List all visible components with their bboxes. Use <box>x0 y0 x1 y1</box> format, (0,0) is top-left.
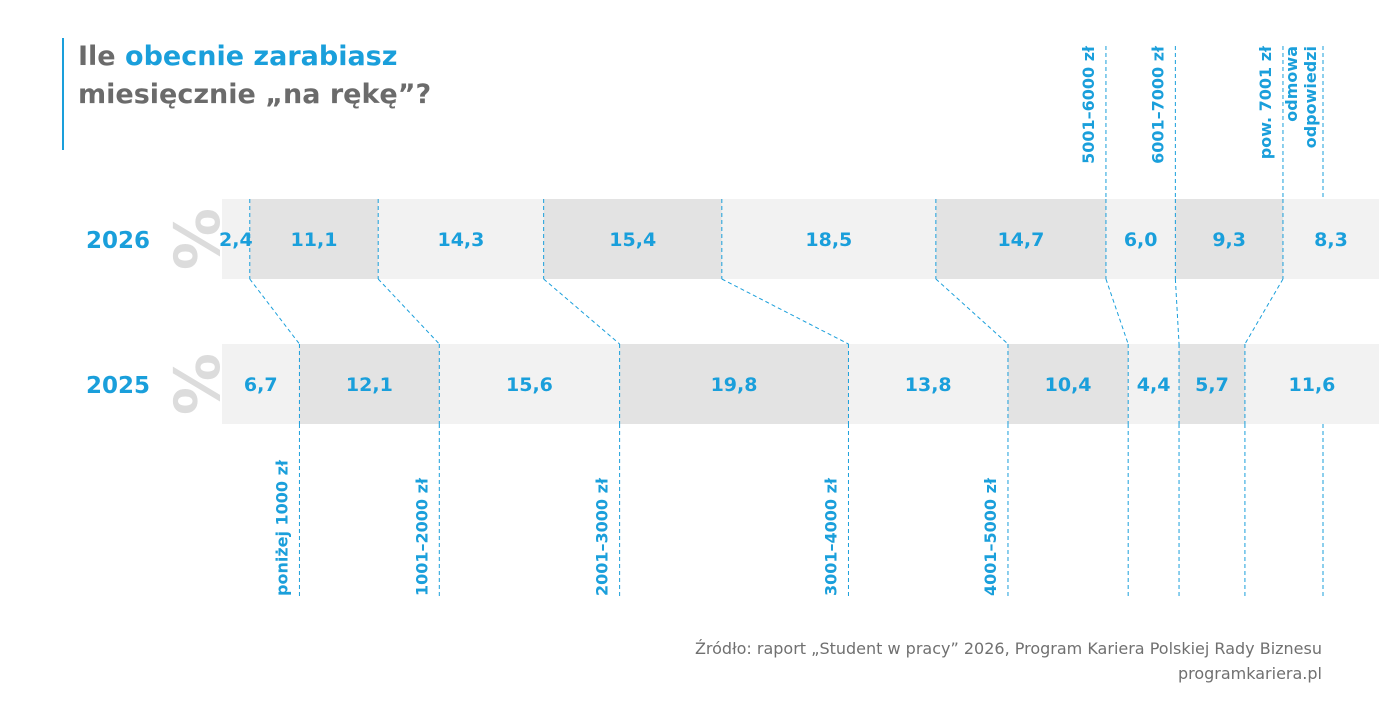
category-label-top-8: pow. 7001 zł <box>1256 45 1275 159</box>
boundary-lines <box>249 46 1324 597</box>
bar-segment-2026-9 <box>1282 199 1379 279</box>
chart-title: Ile obecnie zarabiasz miesięcznie „na rę… <box>62 38 431 150</box>
data-label-2026-5: 18,5 <box>805 229 852 251</box>
data-label-2026-9: 8,3 <box>1314 229 1348 251</box>
bar-segment-2025-8 <box>1179 344 1245 424</box>
bar-segment-2026-6 <box>935 199 1106 279</box>
bar-segment-2026-4 <box>543 199 722 279</box>
connector-6 <box>1105 278 1129 345</box>
connector-4 <box>721 278 849 345</box>
source-url: programkariera.pl <box>1177 664 1322 683</box>
category-label-top-9: odmowaodpowiedzi <box>1282 46 1320 148</box>
bar-segment-2026-1 <box>222 199 250 279</box>
bar-segment-2026-3 <box>378 199 544 279</box>
bar-segment-2025-6 <box>1007 344 1129 424</box>
data-label-2026-3: 14,3 <box>437 229 484 251</box>
data-label-2025-8: 5,7 <box>1195 374 1229 396</box>
data-label-2025-2: 12,1 <box>346 374 393 396</box>
year-label-2026: 2026 <box>86 228 150 254</box>
data-label-2026-1: 2,4 <box>219 229 253 251</box>
source-note: Źródło: raport „Student w pracy” 2026, P… <box>695 636 1322 686</box>
category-label-top-6: 5001–6000 zł <box>1079 45 1098 164</box>
bar-segment-2025-4 <box>619 344 849 424</box>
bar-segment-2025-9 <box>1244 344 1379 424</box>
data-label-2025-3: 15,6 <box>506 374 553 396</box>
connector-2 <box>377 278 440 345</box>
data-label-2025-1: 6,7 <box>244 374 278 396</box>
series-2026: 2,4 11,1 14,3 15,4 18,5 14,7 6,0 9,3 8,3 <box>219 199 1379 279</box>
connector-8 <box>1244 278 1284 345</box>
data-label-2026-4: 15,4 <box>609 229 656 251</box>
category-label-bottom-5: 4001–5000 zł <box>981 477 1000 596</box>
data-label-2026-7: 6,0 <box>1124 229 1158 251</box>
title-prefix: Ile <box>78 41 116 72</box>
series-2025: 6,7 12,1 15,6 19,8 13,8 10,4 4,4 5,7 11,6 <box>222 344 1379 424</box>
category-label-bottom-4: 3001–4000 zł <box>821 477 840 596</box>
bar-segment-2025-5 <box>848 344 1008 424</box>
title-highlight: obecnie zarabiasz <box>125 41 398 72</box>
title-line-1: Ile obecnie zarabiasz <box>78 38 431 76</box>
data-label-2026-6: 14,7 <box>997 229 1044 251</box>
data-label-2026-2: 11,1 <box>291 229 338 251</box>
bar-segment-2026-2 <box>249 199 379 279</box>
category-label-bottom-2: 1001–2000 zł <box>412 477 431 596</box>
data-label-2025-5: 13,8 <box>905 374 952 396</box>
connector-5 <box>935 278 1009 345</box>
year-label-2025: 2025 <box>86 373 150 399</box>
data-label-2025-4: 19,8 <box>711 374 758 396</box>
percent-symbol-2025: % <box>161 353 234 415</box>
title-line-2: miesięcznie „na rękę”? <box>78 79 432 110</box>
data-label-2025-9: 11,6 <box>1289 374 1336 396</box>
bar-segment-2025-1 <box>222 344 300 424</box>
bar-segment-2025-7 <box>1128 344 1180 424</box>
data-label-2025-7: 4,4 <box>1137 374 1171 396</box>
bar-segment-2026-8 <box>1175 199 1283 279</box>
bar-segment-2025-2 <box>299 344 440 424</box>
data-label-2026-8: 9,3 <box>1212 229 1246 251</box>
source-line-1: Źródło: raport „Student w pracy” 2026, P… <box>694 639 1322 658</box>
connector-7 <box>1174 278 1180 345</box>
category-label-top-7: 6001–7000 zł <box>1148 45 1167 164</box>
bar-segment-2025-3 <box>439 344 620 424</box>
category-label-bottom-3: 2001–3000 zł <box>593 477 612 596</box>
data-label-2025-6: 10,4 <box>1045 374 1092 396</box>
bar-segment-2026-5 <box>721 199 936 279</box>
bar-segment-2026-7 <box>1105 199 1176 279</box>
category-label-bottom-1: poniżej 1000 zł <box>272 459 291 596</box>
connector-1 <box>249 278 300 345</box>
percent-symbol-2026: % <box>161 208 234 270</box>
connector-3 <box>543 278 620 345</box>
